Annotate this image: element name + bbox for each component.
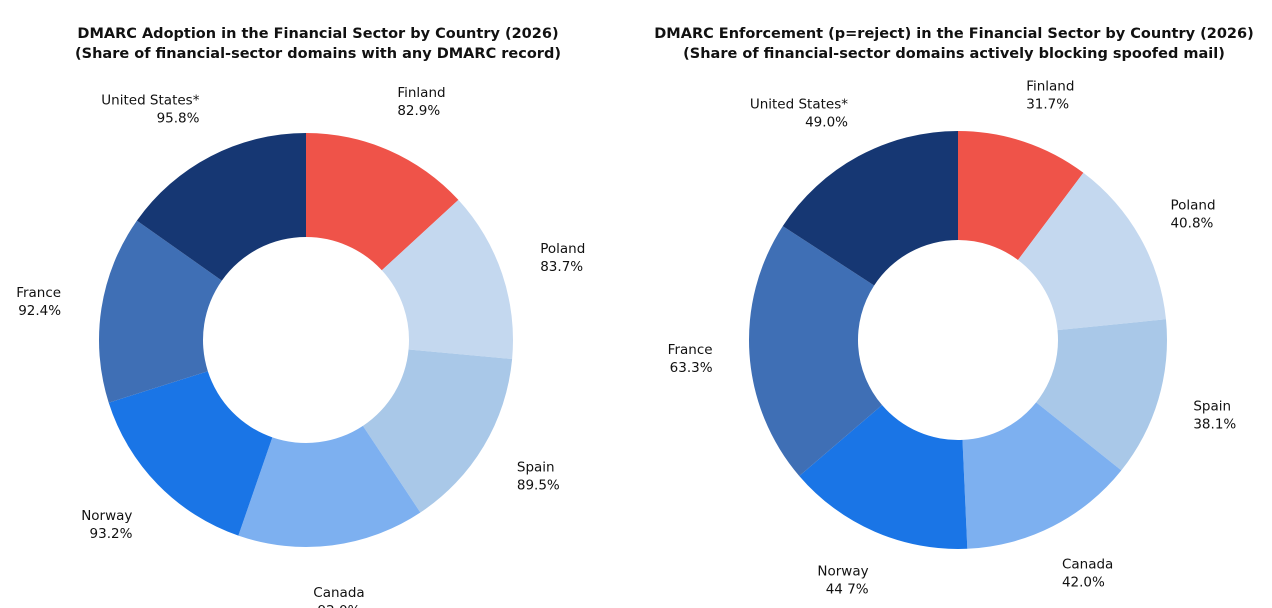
slice-finland [306,133,459,271]
slice-spain [1036,319,1167,471]
slice-label-spain: Spain [1193,399,1231,415]
slice-label-united-states: United States* [101,92,199,108]
chart-title-line: DMARC Adoption in the Financial Sector b… [77,26,559,42]
enforcement-chart: DMARC Enforcement (p=reject) in the Fina… [636,0,1272,608]
slice-value-poland: 83.7% [540,259,583,275]
chart-subtitle-line: (Share of financial-sector domains activ… [683,46,1225,62]
slice-label-spain: Spain [517,459,555,475]
slice-label-finland: Finland [1026,78,1074,94]
slice-value-norway: 44 7% [826,582,869,598]
slice-value-spain: 38.1% [1193,417,1236,433]
slice-norway [108,371,273,536]
chart-title: DMARC Enforcement (p=reject) in the Fina… [636,24,1272,64]
slice-france [749,226,883,476]
slice-label-poland: Poland [540,241,585,257]
enforcement-donut: Finland 31.7% Poland 40.8% Spain 38.1% Canada 4… [668,78,1237,598]
slice-poland [1017,172,1166,331]
slice-label-canada: Canada [313,585,364,601]
slice-finland [958,131,1084,260]
slice-united-states [136,133,306,281]
slice-poland [381,199,513,360]
slice-france [99,220,222,403]
slice-label-finland: Finland [397,85,445,101]
chart-title-line: DMARC Enforcement (p=reject) in the Fina… [654,26,1254,42]
chart-subtitle-line: (Share of financial-sector domains with … [75,46,561,62]
slice-label-norway: Norway [817,564,868,580]
slice-value-france: 92.4% [18,303,61,319]
slice-label-norway: Norway [81,508,132,524]
slice-label-france: France [16,285,61,301]
slice-value-finland: 31.7% [1026,96,1069,112]
chart-title: DMARC Adoption in the Financial Sector b… [0,24,636,64]
slice-value-canada: 92.0% [318,603,361,608]
adoption-donut: Finland 82.9% Poland 83.7% Spain 89.5% Canada 9… [16,85,585,608]
slice-label-poland: Poland [1170,197,1215,213]
slice-canada [962,402,1122,549]
slice-value-norway: 93.2% [90,526,133,542]
slice-label-france: France [668,342,713,358]
slice-label-united-states: United States* [750,96,848,112]
slice-canada [238,425,421,547]
slice-value-spain: 89.5% [517,477,560,493]
slice-value-united-states: 95.8% [157,110,200,126]
slice-value-finland: 82.9% [397,103,440,119]
slice-value-canada: 42.0% [1062,575,1105,591]
slice-spain [362,349,513,513]
slice-value-united-states: 49.0% [805,114,848,130]
adoption-chart: DMARC Adoption in the Financial Sector b… [0,24,636,608]
slice-united-states [782,131,958,286]
slice-label-canada: Canada [1062,557,1113,573]
slice-norway [799,405,968,549]
slice-value-france: 63.3% [670,360,713,376]
slice-value-poland: 40.8% [1170,215,1213,231]
